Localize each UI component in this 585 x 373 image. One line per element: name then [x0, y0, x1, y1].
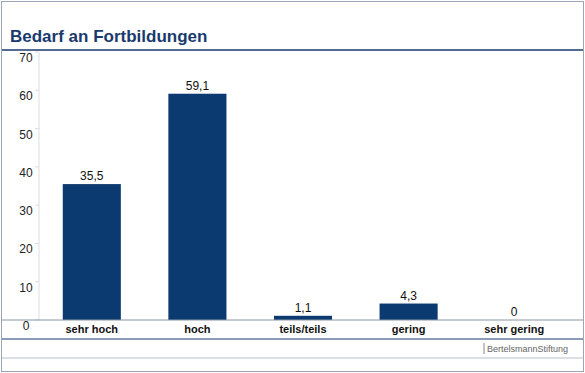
y-tick-label: 30	[19, 204, 33, 218]
y-tick	[35, 128, 39, 129]
baseline	[2, 320, 583, 321]
source: BertelsmannStiftung	[487, 344, 568, 354]
bar	[274, 316, 332, 320]
category-label: hoch	[184, 323, 211, 335]
y-tick	[35, 205, 39, 206]
y-tick-label: 40	[19, 166, 33, 180]
title: Bedarf an Fortbildungen	[10, 27, 207, 46]
bar	[168, 94, 226, 320]
footer-rule	[2, 339, 583, 340]
data-label: 35,5	[80, 169, 104, 183]
category-label: sehr gering	[484, 323, 544, 335]
y-tick	[35, 52, 39, 53]
data-label: 59,1	[186, 79, 210, 93]
category-label: gering	[392, 323, 426, 335]
category-label: teils/teils	[279, 323, 326, 335]
bars	[63, 94, 438, 320]
data-label: 1,1	[295, 301, 312, 315]
data-label: 0	[511, 305, 518, 319]
y-tick	[35, 90, 39, 91]
y-tick-label: 70	[19, 51, 33, 65]
y-tick	[35, 166, 39, 167]
frame	[2, 2, 584, 372]
y-tick-label: 20	[19, 242, 33, 256]
y-tick-label: 60	[19, 89, 33, 103]
source-separator	[484, 343, 485, 354]
y-tick-label: 10	[19, 281, 33, 295]
y-tick-label: 0	[23, 319, 30, 333]
bar	[63, 184, 121, 320]
footer-rule	[2, 358, 583, 359]
y-tick	[35, 281, 39, 282]
title-rule	[2, 49, 583, 51]
y-tick-label: 50	[19, 128, 33, 142]
bar	[380, 304, 438, 320]
data-label: 4,3	[400, 289, 417, 303]
y-tick	[35, 243, 39, 244]
y-axis-line	[39, 52, 40, 320]
chart: Bedarf an Fortbildungen 0 10 20 30 40 50 60 70 35…	[0, 0, 585, 373]
category-label: sehr hoch	[66, 323, 119, 335]
